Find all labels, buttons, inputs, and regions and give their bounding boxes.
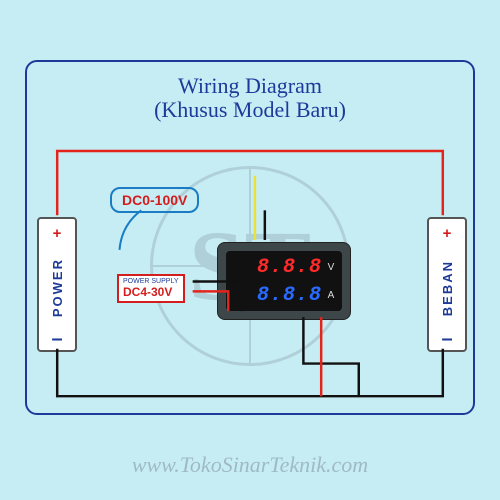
power-source-box: + POWER –	[37, 217, 77, 352]
psu-range-box: POWER SUPPLY DC4-30V	[117, 274, 185, 303]
diagram-panel: ST Wiring Diagram (Khusus Model Baru) + …	[25, 60, 475, 415]
volt-digits: 8.8.8	[257, 256, 322, 279]
volt-amp-meter: 8.8.8 V 8.8.8 A	[217, 242, 351, 320]
meter-screen: 8.8.8 V 8.8.8 A	[226, 251, 342, 311]
watermark-url: www.TokoSinarTeknik.com	[0, 452, 500, 478]
wire-black-amp	[303, 317, 358, 396]
diagram-title: Wiring Diagram (Khusus Model Baru)	[27, 74, 473, 122]
voltage-range-bubble: DC0-100V	[110, 187, 199, 213]
title-line2: (Khusus Model Baru)	[154, 97, 346, 122]
wire-black-bottom	[57, 349, 443, 396]
volt-row: 8.8.8 V	[232, 253, 336, 281]
voltage-range-text: DC0-100V	[122, 192, 187, 208]
load-label: BEBAN	[440, 260, 455, 316]
load-plus: +	[443, 225, 452, 242]
load-box: + BEBAN –	[427, 217, 467, 352]
bubble-lead	[119, 210, 141, 250]
load-minus: –	[441, 334, 452, 344]
psu-big-label: DC4-30V	[123, 286, 179, 299]
power-label: POWER	[50, 258, 65, 317]
volt-unit: V	[326, 262, 336, 273]
power-plus: +	[53, 225, 62, 242]
amp-unit: A	[326, 290, 336, 301]
amp-digits: 8.8.8	[257, 284, 322, 307]
power-minus: –	[51, 334, 62, 344]
title-line1: Wiring Diagram	[178, 73, 322, 98]
amp-row: 8.8.8 A	[232, 281, 336, 309]
